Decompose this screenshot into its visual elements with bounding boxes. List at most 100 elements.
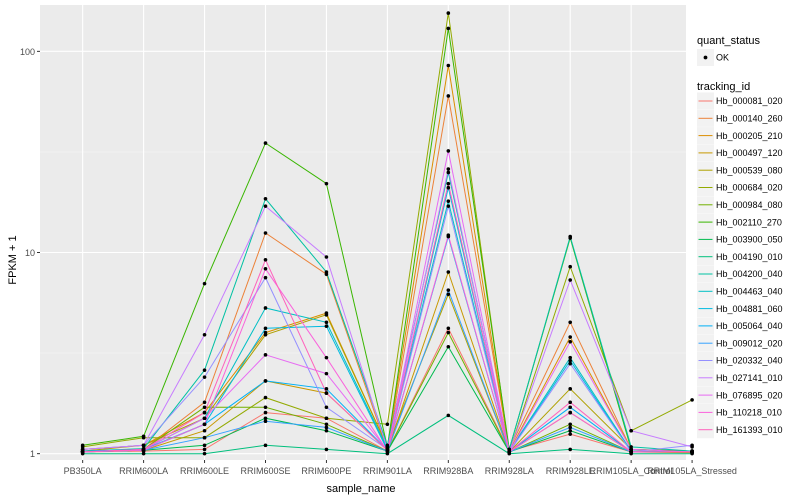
data-point (446, 94, 451, 98)
legend-label: Hb_005064_040 (716, 321, 783, 331)
legend-tracking-items: Hb_000081_020 Hb_000140_260 Hb_000205_210 H… (697, 92, 783, 439)
data-point (263, 379, 268, 383)
data-point (568, 428, 573, 433)
legend-label: Hb_000205_210 (716, 131, 783, 141)
data-point (629, 450, 633, 454)
legend-label: Hb_110218_010 (716, 408, 782, 418)
data-point (324, 405, 329, 410)
x-tick-label: PB350LA (64, 466, 102, 476)
legend-label: Hb_000539_080 (716, 165, 783, 175)
data-point (202, 281, 207, 286)
data-point (324, 324, 329, 329)
data-point (568, 447, 573, 452)
data-point (385, 443, 390, 448)
data-point (202, 443, 207, 448)
data-point (507, 450, 512, 454)
series-points (80, 11, 694, 456)
data-point (568, 400, 573, 405)
x-axis: PB350LA RRIM600LA RRIM600LE RRIM600SE RRIM60… (64, 460, 737, 476)
x-tick-label: RRIM600PE (301, 466, 351, 476)
legend-label: OK (716, 53, 729, 63)
plot-panel (40, 5, 686, 460)
data-point (690, 450, 694, 454)
data-point (629, 428, 633, 433)
data-point (263, 416, 268, 421)
data-point (690, 398, 694, 402)
data-point (202, 332, 207, 337)
data-point (324, 181, 329, 186)
legend-quant-items: OK (697, 49, 729, 66)
x-tick-label: RRIM105LA_Control (590, 466, 673, 476)
data-point (324, 270, 329, 274)
legend-label: Hb_027141_010 (716, 373, 783, 383)
x-tick-label: RRIM600LA (119, 466, 168, 476)
x-tick-label: RRIM105LA_Stressed (647, 466, 737, 476)
data-point (202, 422, 207, 427)
data-point (446, 326, 451, 331)
data-point (446, 199, 451, 203)
legend-label: Hb_000140_260 (716, 114, 783, 124)
legend-label: Hb_000081_020 (716, 96, 783, 106)
data-point (629, 447, 633, 452)
data-point (446, 344, 451, 349)
x-tick-label: RRIM928BA (423, 466, 473, 476)
data-point (263, 257, 268, 262)
x-axis-title: sample_name (326, 483, 395, 495)
data-point (446, 170, 451, 175)
data-point (568, 264, 573, 269)
data-point (568, 339, 573, 344)
x-tick-label: RRIM600LE (180, 466, 229, 476)
grid-minor (40, 151, 686, 354)
data-point (263, 231, 268, 235)
data-point (263, 419, 268, 424)
data-point (202, 410, 207, 415)
y-axis-title: FPKM + 1 (7, 235, 19, 284)
data-point (202, 447, 207, 452)
legend-label: Hb_161393_010 (716, 425, 783, 435)
data-point (568, 335, 573, 339)
data-point (202, 405, 207, 410)
data-point (446, 63, 451, 68)
data-point (324, 428, 329, 433)
data-point (263, 443, 268, 448)
legend-label: Hb_004190_010 (716, 252, 783, 262)
data-point (324, 313, 329, 317)
data-point (263, 410, 268, 415)
data-point (324, 425, 329, 430)
data-point (568, 422, 573, 427)
data-point (263, 405, 268, 410)
legend-label: Hb_004881_060 (716, 304, 783, 314)
data-point (568, 358, 573, 363)
legend: quant_status OK tracking_id Hb_000081_02… (697, 35, 783, 439)
data-point (202, 451, 207, 456)
legend-label: Hb_000497_120 (716, 148, 783, 158)
data-point (385, 448, 390, 453)
data-point (324, 371, 329, 376)
legend-label: Hb_002110_270 (716, 217, 782, 227)
legend-key-point (703, 55, 708, 60)
data-point (263, 326, 268, 331)
data-point (263, 266, 268, 271)
data-point (263, 395, 268, 400)
data-point (690, 445, 694, 449)
data-point (324, 355, 329, 360)
x-tick-label: RRIM928LA (485, 466, 534, 476)
data-point (263, 275, 268, 280)
data-point (446, 181, 451, 186)
data-point (324, 416, 329, 421)
data-point (202, 416, 207, 421)
data-point (446, 167, 451, 171)
x-tick-label: RRIM901LA (363, 466, 412, 476)
data-point (385, 451, 390, 456)
data-point (446, 11, 451, 15)
data-point (324, 447, 329, 452)
data-point (324, 387, 329, 391)
data-point (80, 450, 85, 454)
legend-label: Hb_020332_040 (716, 356, 783, 366)
data-point (446, 270, 451, 274)
data-point (80, 443, 85, 448)
data-point (324, 391, 329, 395)
data-point (446, 292, 451, 297)
legend-label: Hb_004463_040 (716, 287, 783, 297)
y-tick-label: 10 (25, 248, 35, 258)
